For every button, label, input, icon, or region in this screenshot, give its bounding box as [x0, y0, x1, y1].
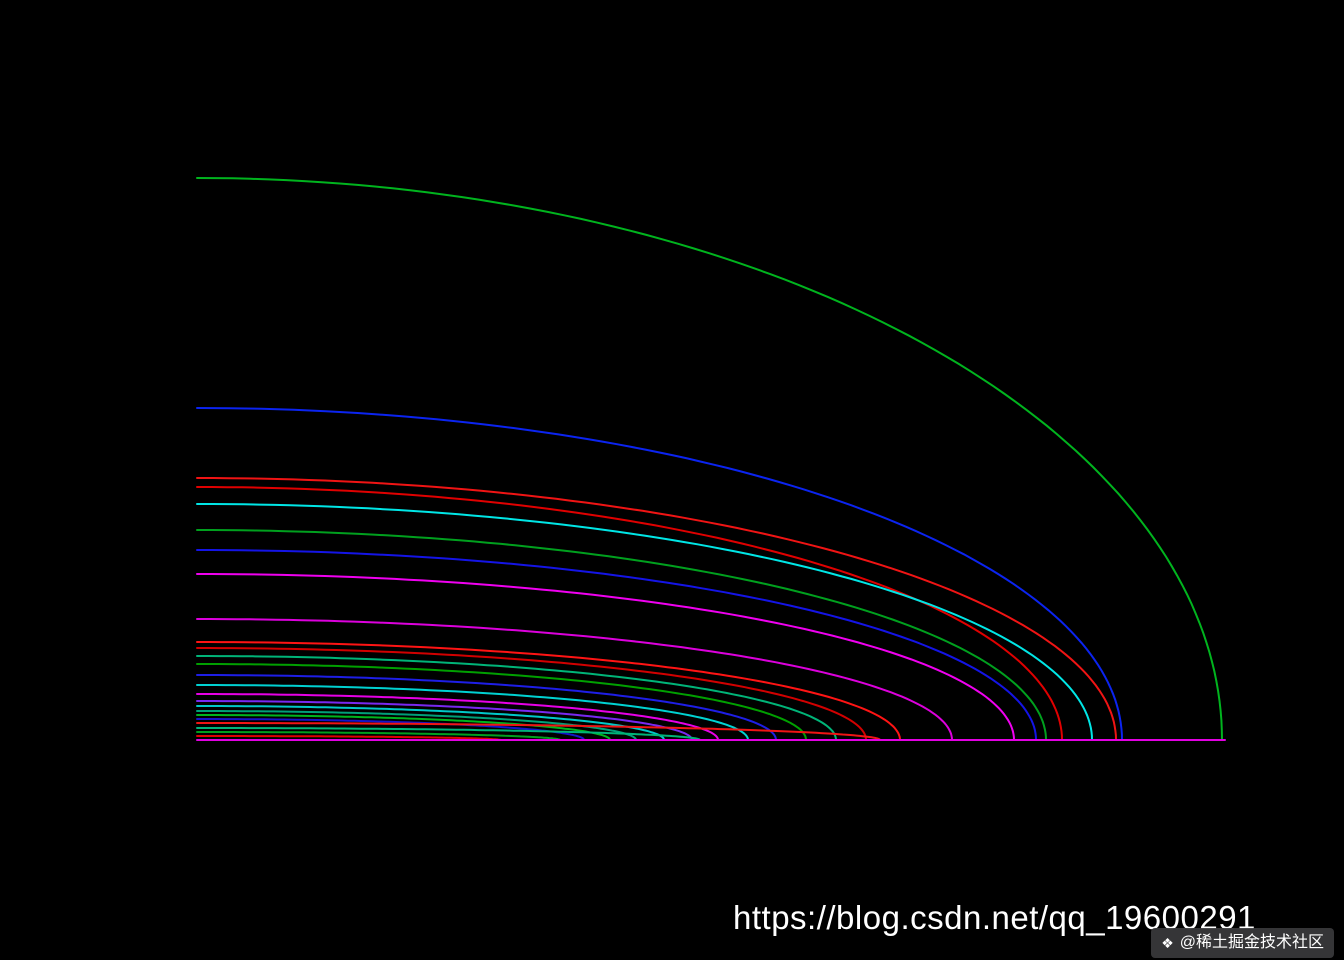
curve — [196, 618, 953, 741]
curve — [196, 655, 837, 741]
curve — [196, 731, 561, 741]
curve — [196, 674, 777, 741]
curve — [196, 722, 881, 741]
juejin-logo-icon: ❖ — [1161, 935, 1174, 951]
juejin-badge: ❖ @稀土掘金技术社区 — [1151, 928, 1334, 958]
curve — [196, 641, 901, 741]
curve — [196, 177, 1223, 741]
curve — [196, 710, 637, 741]
curve — [196, 549, 1037, 741]
curve — [196, 684, 749, 741]
curve — [196, 663, 807, 741]
curve — [196, 647, 867, 741]
curve — [196, 529, 1047, 741]
curve — [196, 477, 1117, 741]
curve — [196, 486, 1063, 741]
curve — [196, 573, 1015, 741]
curve — [196, 407, 1123, 741]
curve — [196, 705, 665, 741]
curve — [196, 727, 701, 741]
juejin-badge-label: @稀土掘金技术社区 — [1179, 934, 1324, 951]
curve — [196, 700, 693, 741]
curve — [196, 503, 1093, 741]
